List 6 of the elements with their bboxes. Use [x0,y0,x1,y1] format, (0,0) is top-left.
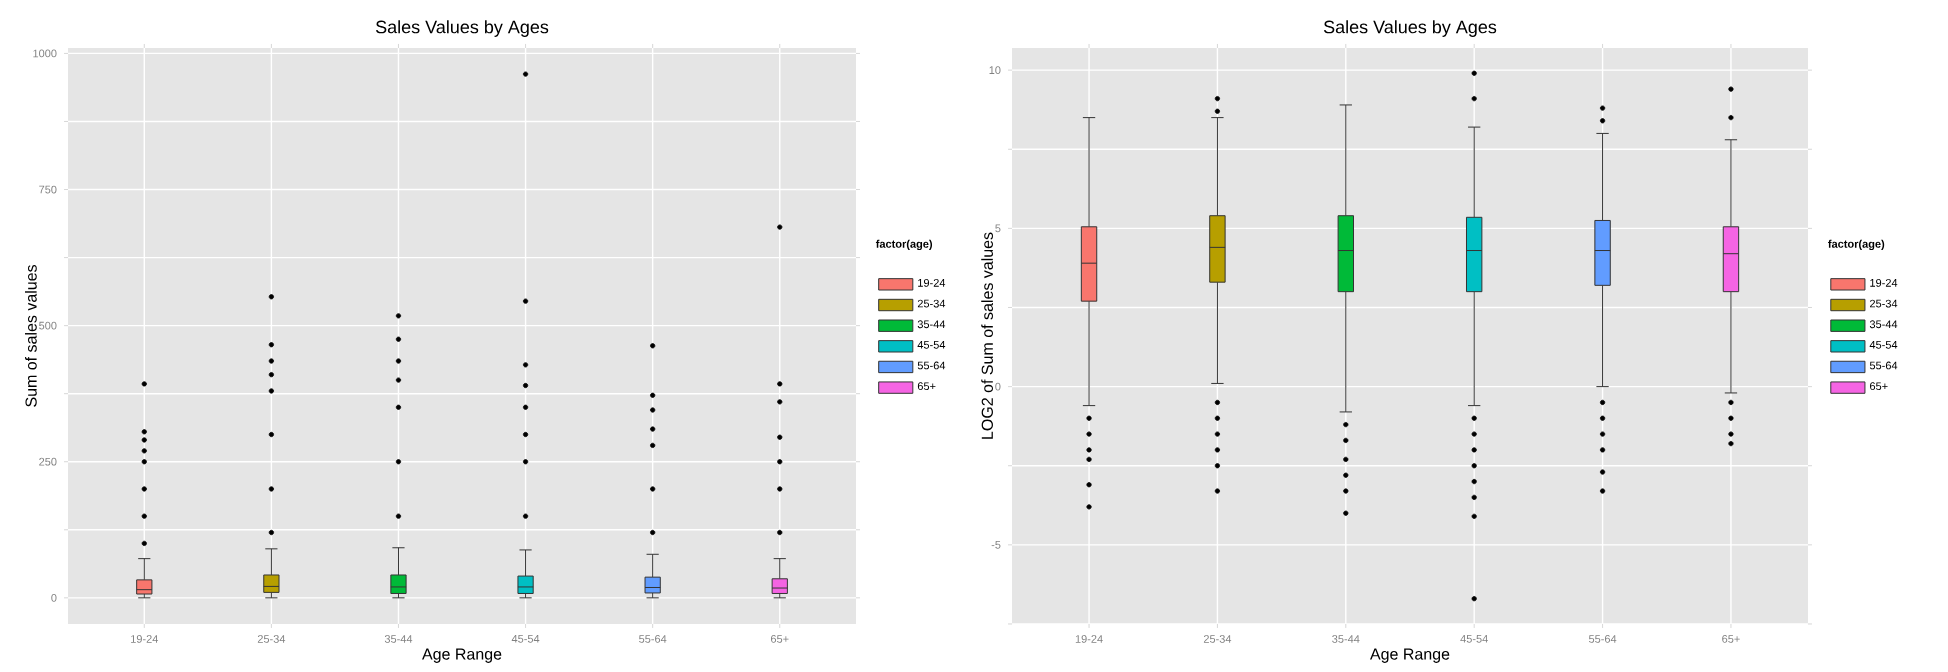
x-axis-title: Age Range [1370,648,1450,663]
chart-title: Sales Values by Ages [375,20,549,37]
y-axis-title: LOG2 of Sum of sales values [981,232,993,439]
chart-title: Sales Values by Ages [1323,20,1497,37]
x-axis-title: Age Range [422,648,502,663]
y-axis-title: Sum of sales values [25,264,37,407]
